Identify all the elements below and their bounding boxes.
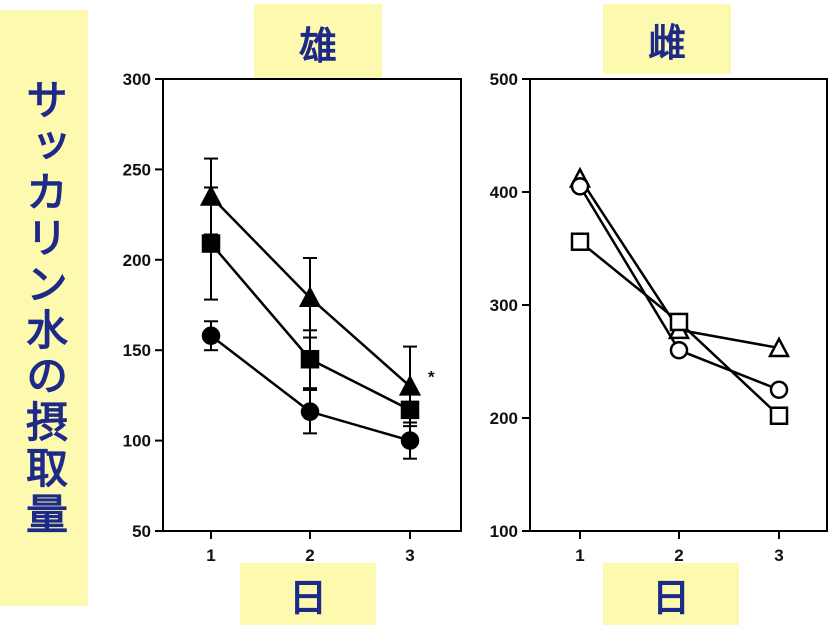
- male-title: 雄: [254, 4, 382, 80]
- panel-1-xtick-label-1: 2: [674, 546, 683, 565]
- panel-1-xtick-label-0: 1: [575, 546, 584, 565]
- panel-0-series-0-point-2: [398, 374, 422, 396]
- female-xlabel: 日: [603, 563, 739, 625]
- panel-1-series-2-point-2: [769, 406, 789, 425]
- panel-1-series-1-point-2: [769, 380, 789, 399]
- panel-0-series-2-point-1: [300, 402, 320, 421]
- panel-1-frame: [529, 78, 828, 532]
- panel-0-series-0-point-1: [298, 286, 322, 308]
- panel-0-xtick-label-0: 1: [206, 546, 215, 565]
- panel-1-series-2-point-0: [570, 232, 590, 251]
- panel-1-ytick-label-2: 300: [490, 296, 518, 315]
- panel-1-series-1-point-1: [669, 340, 689, 360]
- panel-1-xtick-label-2: 3: [774, 546, 783, 565]
- panel-1-ytick-label-3: 400: [490, 183, 518, 202]
- panel-0-ytick-label-1: 100: [123, 432, 151, 451]
- panel-1-ytick-label-0: 100: [490, 522, 518, 541]
- y-axis-label: サッカリン水の摂取量: [19, 78, 69, 538]
- panel-0-annotation: *: [428, 367, 435, 386]
- panel-1-ytick-label-1: 200: [490, 409, 518, 428]
- panel-0-series-2-point-2: [400, 431, 420, 450]
- panel-0-ytick-label-2: 150: [123, 341, 151, 360]
- panel-1-series-0-point-2: [767, 336, 791, 358]
- panel-0-frame: [162, 78, 462, 532]
- panel-1-series-1-point-0: [570, 177, 590, 196]
- panel-0-xtick-label-2: 3: [405, 546, 414, 565]
- panel-0-series-2-point-0: [201, 326, 221, 345]
- panel-0-xtick-label-1: 2: [305, 546, 314, 565]
- panel-0-ytick-label-3: 200: [123, 251, 151, 270]
- y-axis-label-box: サッカリン水の摂取量: [0, 10, 88, 606]
- panel-1-ytick-label-4: 500: [490, 70, 518, 89]
- panel-0-ytick-label-5: 300: [123, 70, 151, 89]
- panel-1-series-2-point-1: [669, 312, 689, 332]
- panel-0-series-1-point-1: [300, 349, 320, 369]
- male-xlabel: 日: [240, 563, 376, 625]
- panel-0-ytick-label-4: 250: [123, 160, 151, 179]
- panel-0-series-1-point-2: [400, 400, 420, 420]
- panel-0-series-1-point-0: [201, 234, 221, 253]
- female-title: 雌: [603, 4, 731, 74]
- panel-0-ytick-label-0: 50: [132, 522, 151, 541]
